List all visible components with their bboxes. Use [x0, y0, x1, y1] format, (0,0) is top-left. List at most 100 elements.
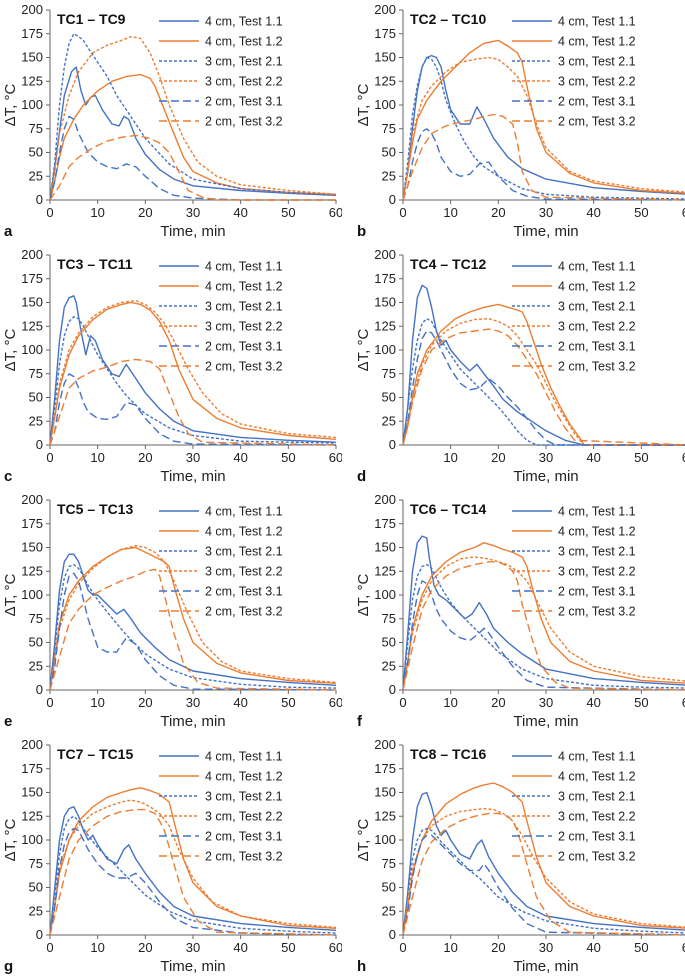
panel-letter: e — [4, 713, 12, 730]
legend-label: 4 cm, Test 1.1 — [205, 260, 283, 274]
y-tick-label: 50 — [382, 880, 396, 895]
x-tick-label: 50 — [634, 695, 648, 710]
y-tick-label: 100 — [374, 97, 396, 112]
legend-label: 3 cm, Test 2.1 — [558, 790, 636, 804]
y-tick-label: 175 — [374, 516, 396, 531]
x-tick-label: 10 — [443, 940, 457, 955]
series-line-1 — [402, 791, 685, 936]
x-tick-label: 40 — [586, 940, 600, 955]
series-line-1 — [402, 284, 685, 446]
series-line-1 — [49, 553, 337, 691]
x-tick-label: 50 — [281, 940, 295, 955]
series-line-6 — [49, 358, 337, 446]
series-line-2 — [49, 546, 337, 691]
y-tick-label: 25 — [382, 658, 396, 673]
panel-letter: d — [357, 468, 366, 485]
series-line-6 — [49, 134, 336, 201]
x-tick-label: 10 — [443, 695, 457, 710]
y-tick-label: 100 — [21, 342, 43, 357]
series-line-4 — [402, 556, 685, 691]
series-line-3 — [402, 317, 685, 446]
x-tick-label: 40 — [586, 205, 600, 220]
y-tick-label: 50 — [29, 635, 43, 650]
x-tick-label: 20 — [491, 205, 505, 220]
y-tick-label: 25 — [382, 168, 396, 183]
x-tick-label: 50 — [634, 450, 648, 465]
y-tick-label: 200 — [21, 247, 43, 262]
x-tick-label: 0 — [46, 695, 53, 710]
legend-label: 4 cm, Test 1.1 — [205, 505, 283, 519]
chart-panel-b: 0 25 50 75 100 125 150 175 200 0 10 20 30 40 50 60 Time,… — [355, 2, 685, 240]
legend-label: 3 cm, Test 2.1 — [558, 545, 636, 559]
y-tick-label: 0 — [36, 192, 43, 207]
y-axis-title: ΔT, °C — [355, 573, 372, 616]
panel-title: TC3 – TC11 — [57, 256, 133, 272]
y-tick-label: 0 — [36, 437, 43, 452]
x-tick-label: 30 — [539, 205, 553, 220]
y-tick-label: 100 — [21, 832, 43, 847]
legend-label: 2 cm, Test 3.1 — [205, 340, 283, 354]
series-line-4 — [49, 35, 337, 201]
y-tick-label: 175 — [374, 271, 396, 286]
legend-label: 3 cm, Test 2.2 — [558, 565, 636, 579]
series-line-5 — [49, 827, 337, 936]
panel-title: TC1 – TC9 — [57, 11, 126, 27]
x-tick-label: 30 — [186, 695, 200, 710]
y-tick-label: 0 — [389, 192, 396, 207]
y-tick-label: 150 — [374, 785, 396, 800]
series-line-6 — [402, 113, 685, 201]
x-tick-label: 60 — [682, 940, 685, 955]
x-tick-label: 50 — [281, 205, 295, 220]
series-line-3 — [402, 827, 685, 936]
legend-label: 2 cm, Test 3.1 — [205, 585, 283, 599]
y-tick-label: 125 — [21, 808, 43, 823]
y-tick-label: 125 — [374, 808, 396, 823]
legend-label: 3 cm, Test 2.2 — [205, 75, 283, 89]
legend-label: 4 cm, Test 1.1 — [558, 260, 636, 274]
x-tick-label: 50 — [634, 940, 648, 955]
y-tick-label: 75 — [29, 856, 43, 871]
series-line-3 — [402, 563, 685, 691]
legend-label: 4 cm, Test 1.1 — [558, 15, 636, 29]
series-line-2 — [402, 782, 685, 936]
x-tick-label: 30 — [539, 940, 553, 955]
series-line-5 — [402, 128, 685, 201]
y-tick-label: 150 — [21, 50, 43, 65]
legend-label: 4 cm, Test 1.2 — [205, 280, 283, 294]
x-tick-label: 10 — [443, 205, 457, 220]
legend-label: 3 cm, Test 2.2 — [558, 75, 636, 89]
series-line-2 — [402, 303, 685, 446]
y-tick-label: 50 — [382, 145, 396, 160]
y-tick-label: 150 — [374, 295, 396, 310]
x-axis-title: Time, min — [513, 223, 578, 240]
y-tick-label: 0 — [36, 682, 43, 697]
series-line-6 — [49, 808, 337, 936]
legend-label: 4 cm, Test 1.2 — [558, 770, 636, 784]
panel-letter: a — [4, 223, 13, 240]
legend-label: 2 cm, Test 3.2 — [558, 115, 636, 129]
x-tick-label: 20 — [491, 940, 505, 955]
y-tick-label: 50 — [29, 145, 43, 160]
legend-label: 3 cm, Test 2.2 — [205, 320, 283, 334]
panel-title: TC6 – TC14 — [410, 501, 486, 517]
y-axis-title: ΔT, °C — [2, 818, 19, 861]
x-tick-label: 20 — [138, 695, 152, 710]
y-tick-label: 125 — [374, 563, 396, 578]
x-tick-label: 60 — [329, 450, 342, 465]
chart-panel-d: 0 25 50 75 100 125 150 175 200 10 20 30 40 50 60 Time, … — [355, 247, 685, 485]
x-tick-label: 40 — [586, 450, 600, 465]
y-axis-title: ΔT, °C — [2, 328, 19, 371]
y-tick-label: 75 — [29, 366, 43, 381]
legend-label: 4 cm, Test 1.2 — [558, 525, 636, 539]
y-tick-label: 150 — [374, 50, 396, 65]
y-tick-label: 75 — [29, 121, 43, 136]
y-tick-label: 75 — [382, 611, 396, 626]
series-line-5 — [402, 330, 685, 446]
y-tick-label: 150 — [374, 540, 396, 555]
series-line-2 — [402, 39, 685, 201]
y-tick-label: 25 — [382, 903, 396, 918]
y-tick-label: 25 — [29, 658, 43, 673]
x-axis-title: Time, min — [160, 223, 225, 240]
legend-label: 4 cm, Test 1.2 — [205, 770, 283, 784]
series-line-3 — [49, 815, 337, 936]
